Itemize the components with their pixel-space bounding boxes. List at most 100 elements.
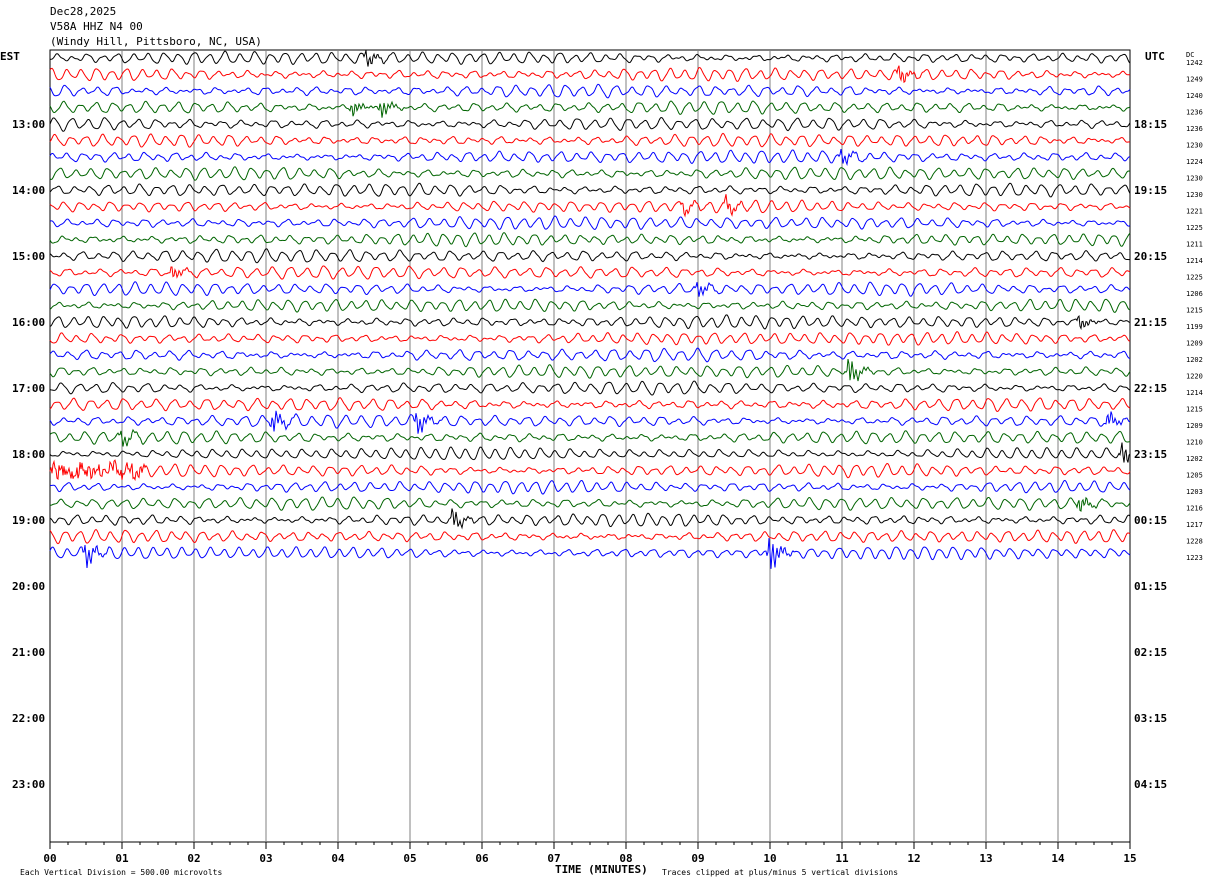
- x-tick-label: 09: [691, 852, 704, 865]
- seismic-trace: [49, 496, 1131, 512]
- x-tick-label: 04: [331, 852, 345, 865]
- utc-hour-label: 02:15: [1134, 646, 1167, 659]
- dc-value: 1209: [1186, 422, 1203, 430]
- utc-hour-label: 22:15: [1134, 382, 1167, 395]
- seismic-trace: [49, 215, 1131, 230]
- dc-value: 1249: [1186, 76, 1203, 84]
- utc-hour-label: 18:15: [1134, 118, 1167, 131]
- dc-value: 1225: [1186, 274, 1203, 282]
- seismic-trace: [49, 116, 1131, 132]
- dc-value: 1224: [1186, 158, 1203, 166]
- seismic-trace: [49, 50, 1131, 67]
- x-tick-label: 11: [835, 852, 849, 865]
- x-tick-label: 03: [259, 852, 272, 865]
- footer-scale: Each Vertical Division = 500.00 microvol…: [20, 868, 222, 877]
- utc-hour-label: 19:15: [1134, 184, 1167, 197]
- x-tick-label: 06: [475, 852, 489, 865]
- header-date: Dec28,2025: [50, 5, 117, 18]
- dc-value: 1209: [1186, 340, 1203, 348]
- dc-value: 1217: [1186, 521, 1203, 529]
- dc-value: 1214: [1186, 257, 1203, 265]
- seismic-trace: [49, 330, 1131, 346]
- seismic-trace: [49, 83, 1131, 99]
- utc-hour-label: 03:15: [1134, 712, 1167, 725]
- dc-value: 1199: [1186, 323, 1203, 331]
- seismic-trace: [49, 149, 1131, 167]
- x-tick-label: 05: [403, 852, 416, 865]
- dc-value: 1214: [1186, 389, 1203, 397]
- est-hour-label: 19:00: [12, 514, 45, 527]
- seismic-trace: [49, 194, 1131, 218]
- x-tick-label: 01: [115, 852, 129, 865]
- seismic-trace: [49, 359, 1131, 382]
- est-hour-label: 14:00: [12, 184, 45, 197]
- seismic-trace: [49, 528, 1131, 545]
- dc-value: 1206: [1186, 290, 1203, 298]
- header-station: V58A HHZ N4 00: [50, 20, 143, 33]
- seismic-trace: [49, 100, 1131, 118]
- x-tick-label: 07: [547, 852, 560, 865]
- est-hour-label: 17:00: [12, 382, 45, 395]
- seismic-trace: [49, 232, 1131, 248]
- dc-value: 1210: [1186, 439, 1203, 447]
- dc-value: 1202: [1186, 356, 1203, 364]
- utc-label: UTC: [1145, 50, 1165, 63]
- dc-value: 1203: [1186, 488, 1203, 496]
- seismic-trace: [49, 132, 1131, 148]
- est-hour-label: 20:00: [12, 580, 45, 593]
- dc-value: 1216: [1186, 505, 1203, 513]
- est-hour-label: 13:00: [12, 118, 45, 131]
- seismic-trace: [49, 459, 1131, 482]
- dc-value: 1228: [1186, 538, 1203, 546]
- dc-value: 1215: [1186, 307, 1203, 315]
- dc-value: 1221: [1186, 208, 1203, 216]
- utc-hour-label: 00:15: [1134, 514, 1167, 527]
- est-hour-label: 15:00: [12, 250, 45, 263]
- est-hour-label: 22:00: [12, 712, 45, 725]
- est-hour-label: 18:00: [12, 448, 45, 461]
- x-axis-title: TIME (MINUTES): [555, 863, 648, 876]
- seismic-trace: [49, 65, 1131, 84]
- x-tick-label: 14: [1051, 852, 1065, 865]
- seismic-trace: [49, 397, 1131, 413]
- seismic-trace: [49, 538, 1131, 569]
- utc-hour-label: 20:15: [1134, 250, 1167, 263]
- x-tick-label: 00: [43, 852, 56, 865]
- seismic-trace: [49, 298, 1131, 313]
- seismic-trace: [49, 508, 1131, 530]
- x-tick-label: 13: [979, 852, 992, 865]
- dc-value: 1205: [1186, 472, 1203, 480]
- dc-value: 1230: [1186, 191, 1203, 199]
- seismic-trace: [49, 479, 1131, 495]
- dc-value: 1215: [1186, 406, 1203, 414]
- dc-value: 1223: [1186, 554, 1203, 562]
- dc-value: 1230: [1186, 142, 1203, 150]
- est-hour-label: 21:00: [12, 646, 45, 659]
- seismic-trace: [49, 248, 1131, 264]
- x-tick-label: 02: [187, 852, 200, 865]
- utc-hour-label: 21:15: [1134, 316, 1167, 329]
- seismic-trace: [49, 281, 1131, 297]
- dc-value: 1242: [1186, 59, 1203, 67]
- seismic-trace: [49, 410, 1131, 434]
- seismic-trace: [49, 428, 1131, 447]
- utc-hour-label: 01:15: [1134, 580, 1167, 593]
- dc-value: 1230: [1186, 175, 1203, 183]
- est-hour-label: 23:00: [12, 778, 45, 791]
- seismic-trace: [49, 380, 1131, 396]
- seismic-trace: [49, 314, 1131, 331]
- dc-value: 1211: [1186, 241, 1203, 249]
- x-tick-label: 10: [763, 852, 776, 865]
- x-tick-label: 12: [907, 852, 920, 865]
- seismic-trace: [49, 347, 1131, 363]
- footer-clip: Traces clipped at plus/minus 5 vertical …: [662, 868, 898, 877]
- seismic-trace: [49, 166, 1131, 181]
- est-hour-label: 16:00: [12, 316, 45, 329]
- x-tick-label: 08: [619, 852, 632, 865]
- seismic-trace: [49, 442, 1131, 463]
- dc-value: 1240: [1186, 92, 1203, 100]
- x-tick-label: 15: [1123, 852, 1136, 865]
- header-location: (Windy Hill, Pittsboro, NC, USA): [50, 35, 262, 48]
- dc-value: 1225: [1186, 224, 1203, 232]
- dc-value: 1220: [1186, 373, 1203, 381]
